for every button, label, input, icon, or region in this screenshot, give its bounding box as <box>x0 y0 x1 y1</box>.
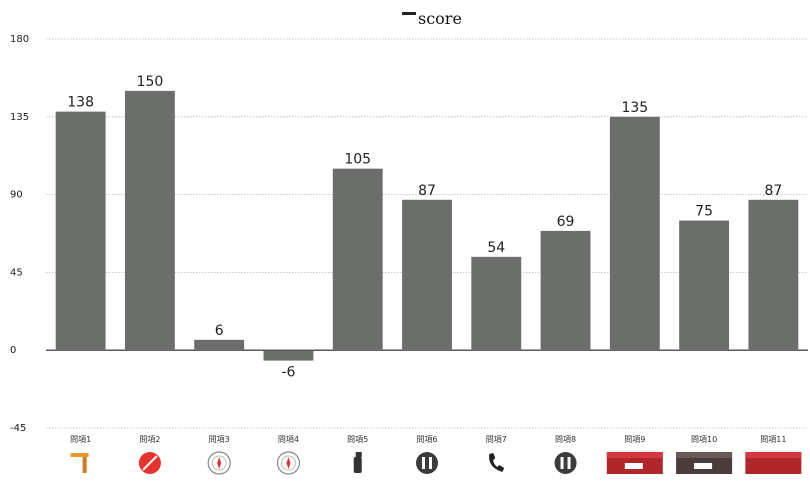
bar <box>679 220 730 351</box>
category-label: 問項8 <box>555 435 576 444</box>
data-label: 150 <box>137 74 164 90</box>
data-label: 69 <box>557 214 575 230</box>
bar <box>609 116 660 351</box>
no-smoking-icon <box>138 452 161 474</box>
bar <box>748 199 799 351</box>
bar <box>263 350 314 361</box>
data-label: 105 <box>344 152 371 168</box>
bars <box>55 90 799 361</box>
bar <box>471 256 522 351</box>
hammer-icon <box>70 453 89 473</box>
family-restroom-icon <box>554 452 577 474</box>
category-label: 問項3 <box>209 435 230 444</box>
data-label: 87 <box>764 183 782 199</box>
bar <box>55 111 106 351</box>
category-label: 問項6 <box>416 435 437 444</box>
data-label: 135 <box>621 100 648 116</box>
bar <box>402 199 452 351</box>
data-label: 75 <box>695 204 713 220</box>
y-axis-ticks: -45 0 45 90 135 180 <box>10 34 29 434</box>
bar <box>540 230 591 351</box>
exit-sign-icon <box>606 452 663 474</box>
category-labels: 問項1 問項2 問項3 問項4 問項5 問項6 問項7 問項8 問項9 問項10 問項11 <box>70 435 786 444</box>
y-tick-label: 90 <box>10 190 23 201</box>
category-label: 問項10 <box>691 435 717 444</box>
phone-icon <box>489 453 505 472</box>
compass-icon <box>207 451 231 475</box>
bar <box>332 168 383 351</box>
category-label: 問項7 <box>486 435 507 444</box>
bar <box>124 90 175 351</box>
exit-sign-icon <box>745 452 802 474</box>
legend-label: score <box>418 9 462 28</box>
data-label: 87 <box>418 183 436 199</box>
compass-icon <box>276 451 301 475</box>
category-label: 問項9 <box>624 435 645 444</box>
category-label: 問項1 <box>70 435 91 444</box>
restroom-icon <box>416 452 438 474</box>
legend: score <box>402 9 462 28</box>
y-tick-label: 0 <box>10 345 16 356</box>
category-label: 問項11 <box>760 435 786 444</box>
fire-extinguisher-icon <box>353 452 362 473</box>
data-label: 54 <box>487 240 505 256</box>
exit-sign-icon <box>676 452 733 474</box>
data-label: -6 <box>281 365 295 381</box>
category-label: 問項4 <box>278 435 299 444</box>
data-label: 6 <box>215 323 224 339</box>
y-tick-label: -45 <box>10 423 26 434</box>
bar <box>194 339 245 351</box>
data-labels: 138 150 6 -6 105 87 54 69 135 75 87 <box>67 74 782 381</box>
y-tick-label: 180 <box>10 34 29 45</box>
category-icons <box>70 451 802 475</box>
legend-swatch <box>402 12 416 15</box>
y-tick-label: 135 <box>10 112 29 123</box>
category-label: 問項5 <box>347 435 368 444</box>
category-label: 問項2 <box>139 435 160 444</box>
data-label: 138 <box>67 95 94 111</box>
y-tick-label: 45 <box>10 267 23 278</box>
